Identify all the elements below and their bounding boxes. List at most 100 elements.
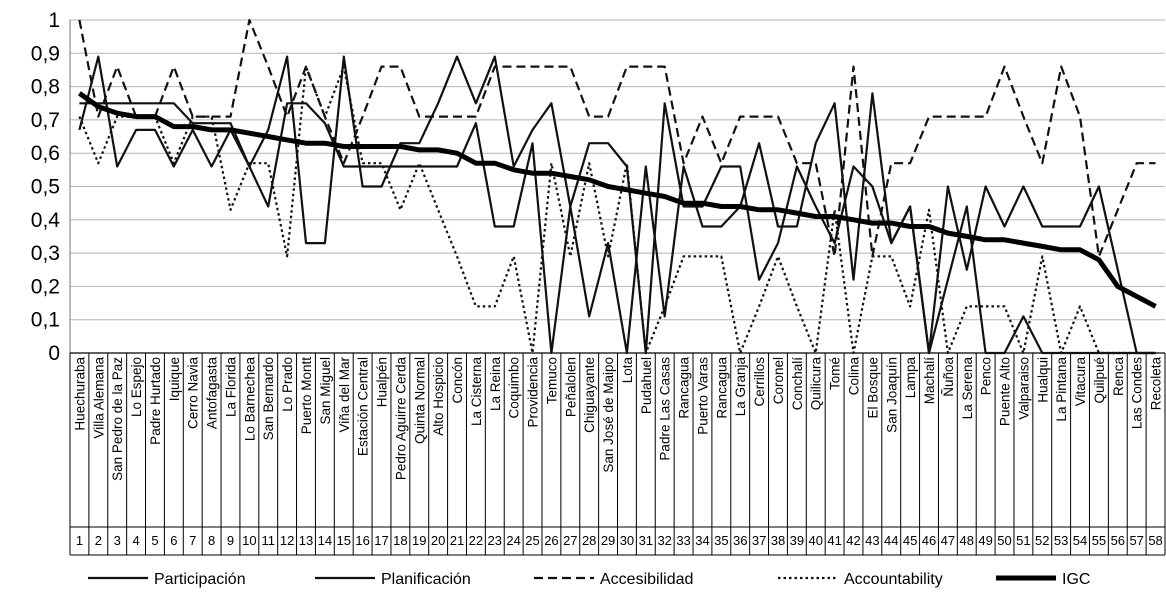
series-line-accesibilidad <box>78 18 1156 258</box>
x-number-label: 26 <box>544 533 558 548</box>
x-category-label: Valparaiso <box>1016 357 1031 420</box>
x-category-label: La Florida <box>223 357 238 418</box>
y-tick-label: 0,5 <box>31 176 60 199</box>
x-category-label: Cerrillos <box>752 357 767 407</box>
x-category-label: Pedro Aguirre Cerda <box>393 357 408 481</box>
x-category-label: Puerto Montt <box>299 357 314 435</box>
x-number-label: 9 <box>227 533 234 548</box>
y-tick-label: 0,6 <box>31 142 60 165</box>
y-tick-label: 0,9 <box>31 42 60 65</box>
x-number-label: 30 <box>620 533 634 548</box>
x-number-label: 46 <box>922 533 936 548</box>
x-category-label: Antofagasta <box>205 357 220 430</box>
x-number-label: 32 <box>657 533 671 548</box>
x-number-label: 16 <box>355 533 369 548</box>
x-number-label: 31 <box>639 533 653 548</box>
x-category-label: Lo Barnechea <box>242 357 257 442</box>
x-category-label: Concón <box>450 357 465 404</box>
x-category-label: Quinta Normal <box>412 357 427 444</box>
x-category-label: San Miguel <box>318 357 333 425</box>
x-number-label: 52 <box>1035 533 1049 548</box>
x-number-label: 48 <box>960 533 974 548</box>
x-number-label: 14 <box>318 533 332 548</box>
x-category-label: La Cisterna <box>469 357 484 427</box>
x-category-label: La Granja <box>733 357 748 417</box>
series-line-planificacion <box>78 55 1156 355</box>
x-number-label: 21 <box>450 533 464 548</box>
x-number-label: 29 <box>601 533 615 548</box>
legend-label: Participación <box>154 571 246 588</box>
x-number-label: 53 <box>1054 533 1068 548</box>
series-line-participacion <box>79 92 1156 355</box>
x-number-label: 39 <box>790 533 804 548</box>
x-category-label: Pudahuel <box>639 357 654 414</box>
legend-label: IGC <box>1062 571 1090 588</box>
x-number-label: 28 <box>582 533 596 548</box>
x-number-label: 42 <box>846 533 860 548</box>
x-number-label: 3 <box>114 533 121 548</box>
x-category-label: Hualpén <box>375 357 390 407</box>
legend-label: Accesibilidad <box>600 571 693 588</box>
x-number-label: 49 <box>978 533 992 548</box>
x-number-label: 5 <box>151 533 158 548</box>
y-tick-label: 0,2 <box>31 275 60 298</box>
x-number-label: 38 <box>771 533 785 548</box>
x-category-label: Quilicura <box>809 357 824 411</box>
x-number-label: 37 <box>752 533 766 548</box>
x-number-label: 45 <box>903 533 917 548</box>
x-number-label: 11 <box>261 533 275 548</box>
x-number-label: 43 <box>865 533 879 548</box>
x-category-label: Recoleta <box>1149 357 1164 411</box>
x-number-label: 50 <box>997 533 1011 548</box>
x-category-label: Tomé <box>828 357 843 390</box>
x-category-label: La Serena <box>960 357 975 420</box>
x-number-label: 40 <box>808 533 822 548</box>
x-category-label: Puente Alto <box>998 357 1013 426</box>
x-category-label: Lo Espejo <box>129 357 144 417</box>
x-category-label: Rancagua <box>714 357 729 419</box>
x-number-label: 17 <box>374 533 388 548</box>
x-number-label: 33 <box>676 533 690 548</box>
x-category-label: Lo Prado <box>280 357 295 412</box>
x-category-label: Renca <box>1111 357 1126 397</box>
y-tick-label: 1 <box>48 9 60 32</box>
x-number-label: 55 <box>1092 533 1106 548</box>
x-number-label: 41 <box>827 533 841 548</box>
x-number-label: 1 <box>76 533 83 548</box>
x-category-label: Rancagua <box>677 357 692 419</box>
x-category-label: Chiguayante <box>582 357 597 433</box>
x-number-label: 6 <box>170 533 177 548</box>
y-tick-label: 0,7 <box>31 109 60 132</box>
x-number-label: 4 <box>132 533 139 548</box>
x-category-label: San Bernardo <box>261 357 276 440</box>
x-category-label: Machalí <box>922 357 937 405</box>
x-number-label: 7 <box>189 533 196 548</box>
x-category-label: La Pintana <box>1054 357 1069 422</box>
x-number-label: 24 <box>506 533 520 548</box>
x-number-label: 27 <box>563 533 577 548</box>
legend-label: Planificación <box>381 571 471 588</box>
x-number-label: 18 <box>393 533 407 548</box>
x-number-label: 58 <box>1148 533 1162 548</box>
x-number-label: 2 <box>95 533 102 548</box>
x-category-label: Lota <box>620 357 635 384</box>
x-category-label: Quilpué <box>1092 357 1107 404</box>
x-category-label: La Reina <box>488 357 503 412</box>
y-tick-label: 0,1 <box>31 309 60 332</box>
x-category-label: Lampa <box>903 357 918 399</box>
x-number-label: 35 <box>714 533 728 548</box>
x-category-label: Las Condes <box>1130 357 1145 429</box>
x-category-label: Coquimbo <box>507 357 522 419</box>
x-number-label: 57 <box>1129 533 1143 548</box>
series-line-accountability <box>78 65 1156 355</box>
x-number-label: 12 <box>280 533 294 548</box>
x-number-label: 51 <box>1016 533 1030 548</box>
x-category-label: Alto Hospicio <box>431 357 446 436</box>
x-number-label: 36 <box>733 533 747 548</box>
x-category-label: Villa Alemana <box>91 357 106 439</box>
x-category-label: Peñalolen <box>563 357 578 417</box>
y-tick-label: 0,3 <box>31 242 60 265</box>
x-category-label: Padre Las Casas <box>658 357 673 461</box>
